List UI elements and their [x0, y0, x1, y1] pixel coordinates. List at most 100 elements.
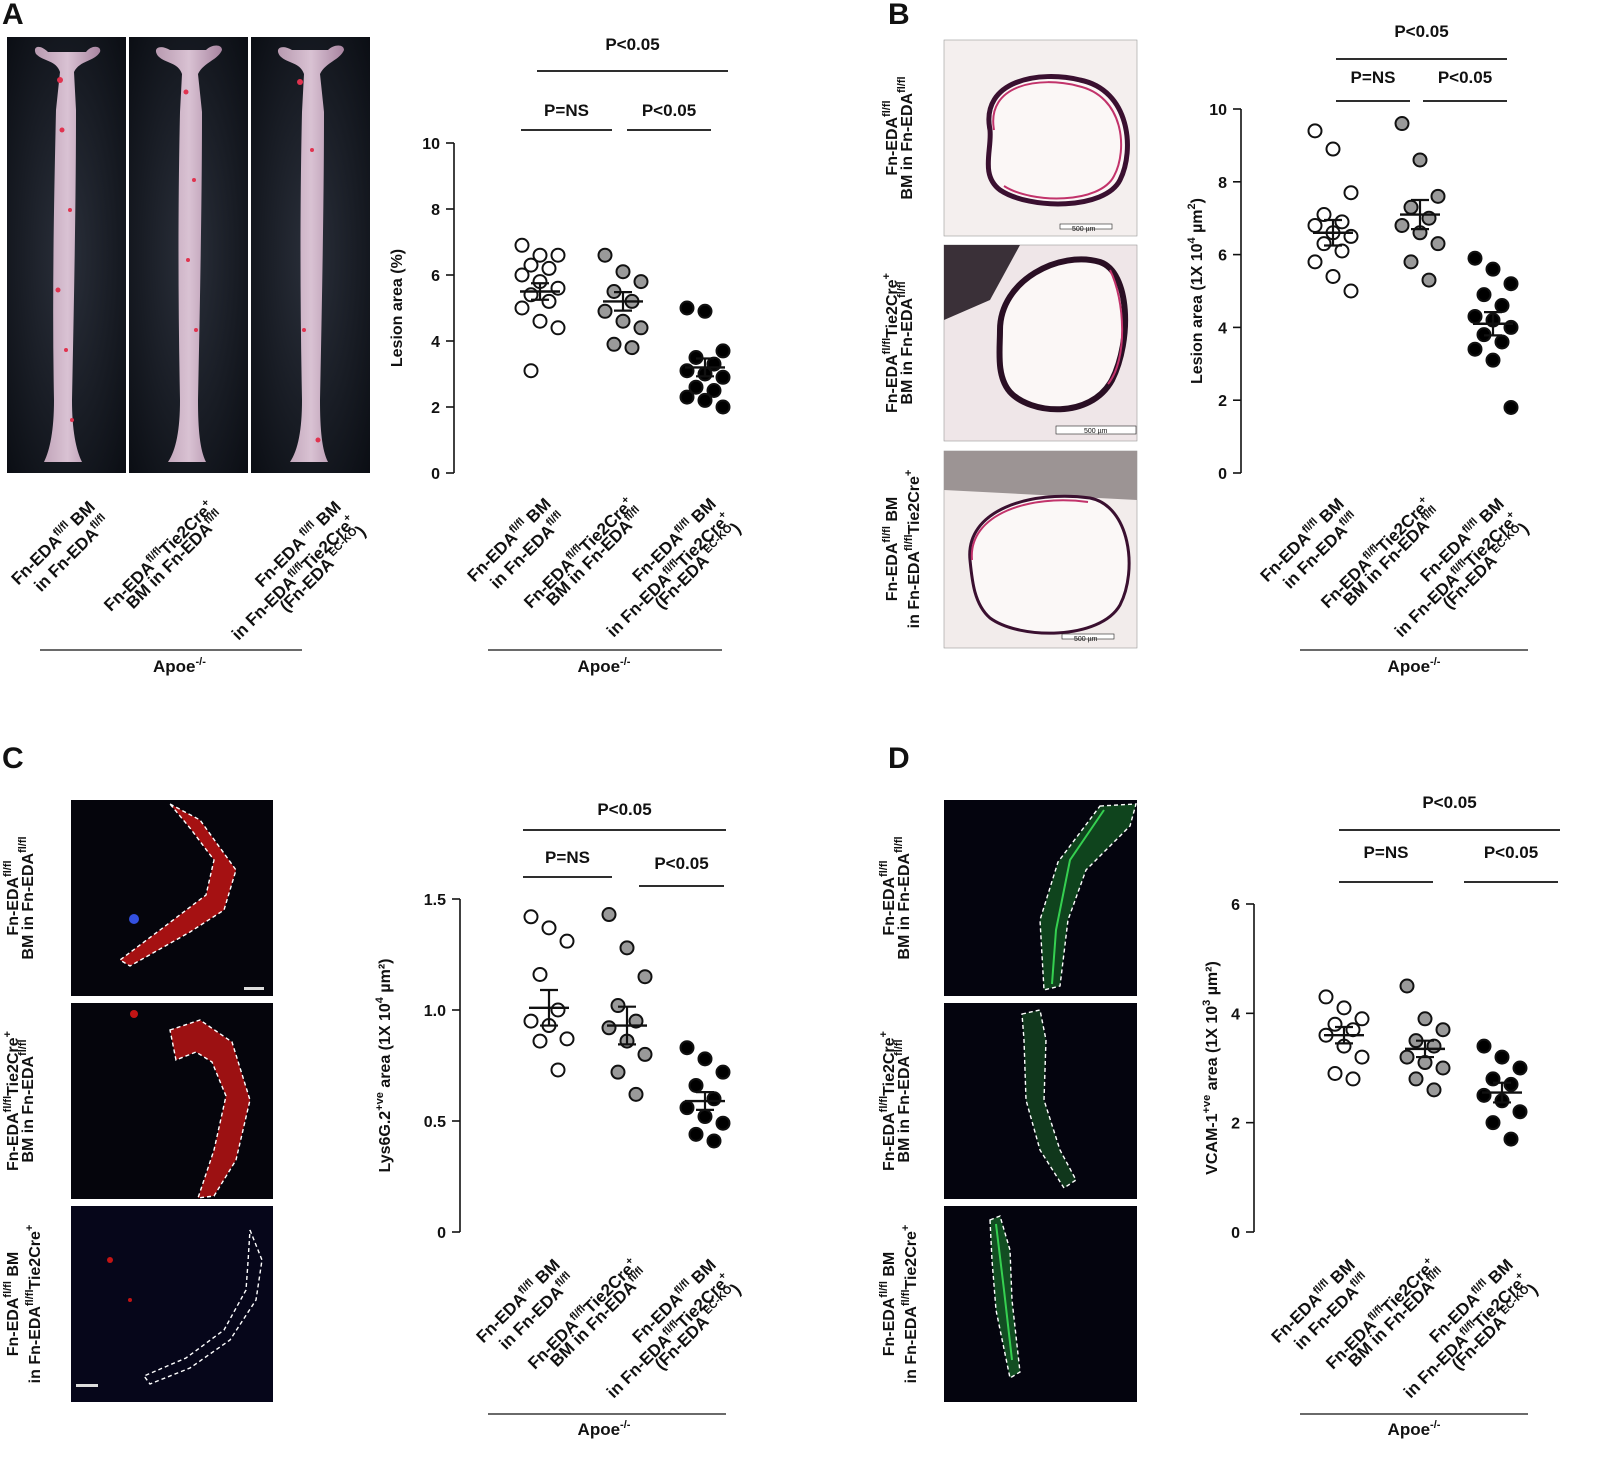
chart-c-point-g3-1 [681, 1041, 694, 1054]
chart-b-point-g1-5 [1336, 215, 1349, 228]
panel-d-side-label-1-text: Fn-EDAfl/fl BM in Fn-EDAfl/fl [878, 836, 913, 959]
panel-b-side-label-2-text: Fn-EDAfl/flTie2Cre+BM in Fn-EDAfl/fl [881, 273, 916, 413]
aorta-image-1 [7, 37, 126, 473]
panel-c-side-label-2-text: Fn-EDAfl/flTie2Cre+BM in Fn-EDAfl/fl [2, 1031, 37, 1171]
chart-a-point-g2-9 [608, 338, 621, 351]
chart-panel-b: 0246810Lesion area (1X 104 µm2)P<0.05P=N… [1186, 22, 1533, 676]
chart-a-point-g1-3 [552, 249, 565, 262]
panel-a-image-labels: Fn-EDAfl/fl BMin Fn-EDAfl/flFn-EDAfl/flT… [7, 497, 370, 654]
vcam-image-1 [944, 800, 1137, 996]
panel-c-side-label-3: Fn-EDAfl/fl BMin Fn-EDAfl/flTie2Cre+ [2, 1225, 44, 1384]
panel-b-side-label-2: Fn-EDAfl/flTie2Cre+BM in Fn-EDAfl/fl [881, 273, 916, 413]
chart-b-point-g3-4 [1478, 288, 1491, 301]
chart-d-y-tick-label-2: 4 [1231, 1006, 1240, 1023]
chart-c-y-tick-label-1: 0.5 [424, 1114, 446, 1131]
chart-a-point-g1-10 [543, 295, 556, 308]
chart-c-point-g3-5 [708, 1092, 721, 1105]
chart-d-point-g2-10 [1428, 1083, 1441, 1096]
chart-c-point-g2-4 [612, 999, 625, 1012]
chart-c-sig-label-2: P=NS [545, 848, 590, 867]
chart-d-point-g1-10 [1347, 1072, 1360, 1085]
chart-b-point-g3-2 [1487, 263, 1500, 276]
panel-letter-d: D [888, 742, 910, 775]
chart-b-y-tick-label-4: 8 [1218, 175, 1227, 192]
chart-c-point-g3-4 [690, 1079, 703, 1092]
chart-panel-d: 0 2 4 6 VCAM-1+ve area (1X 103 µm²) P<0.05 P=N… [1201, 793, 1560, 1439]
panel-letter-b: B [888, 0, 910, 31]
chart-d-point-g1-1 [1320, 990, 1333, 1003]
chart-a-point-g3-13 [717, 401, 730, 414]
panel-c-side-label-1: Fn-EDAfl/fl BM in Fn-EDAfl/fl [2, 836, 37, 959]
chart-c-point-g3-7 [699, 1110, 712, 1123]
chart-a-point-g1-5 [543, 262, 556, 275]
chart-a-y-tick-label-3: 6 [431, 268, 440, 285]
panel-b-side-labels: Fn-EDAfl/fl BM in Fn-EDAfl/fl Fn-EDAfl/flT… [881, 76, 923, 628]
chart-b-point-g3-6 [1469, 310, 1482, 323]
chart-c-point-g2-3 [639, 970, 652, 983]
chart-b-y-tick-label-1: 2 [1218, 393, 1227, 410]
chart-a-point-g3-6 [681, 364, 694, 377]
chart-b-y-axis-label: Lesion area (1X 104 µm2) [1186, 198, 1206, 384]
lys6g-image-2 [71, 1003, 273, 1199]
chart-c-y-tick-label-2: 1.0 [424, 1003, 446, 1020]
chart-c-point-g2-6 [603, 1021, 616, 1034]
aorta-image-2 [129, 37, 248, 473]
chart-b-point-g2-9 [1405, 255, 1418, 268]
panel-d-side-labels: Fn-EDAfl/fl BM in Fn-EDAfl/fl Fn-EDAfl/flT… [878, 836, 920, 1383]
panel-a-images-group-label: Apoe-/- [153, 656, 206, 676]
chart-d-point-g2-8 [1437, 1062, 1450, 1075]
chart-a-y-tick-label-5: 10 [422, 136, 440, 153]
chart-d-point-g2-1 [1401, 980, 1414, 993]
chart-b-point-g2-3 [1432, 190, 1445, 203]
panel-d-if-images [944, 800, 1137, 1402]
chart-c-point-g1-4 [534, 968, 547, 981]
chart-c-point-g3-6 [681, 1101, 694, 1114]
panel-c-side-label-3-text: Fn-EDAfl/fl BMin Fn-EDAfl/flTie2Cre+ [2, 1225, 44, 1384]
chart-b-point-g2-1 [1396, 117, 1409, 130]
chart-d-sig-label-2: P=NS [1364, 843, 1409, 862]
panel-d-side-label-3: Fn-EDAfl/fl BMin Fn-EDAfl/flTie2Cre+ [878, 1225, 920, 1384]
vcam-image-2 [944, 1003, 1137, 1199]
lys6g-image-1 [71, 800, 273, 996]
panel-d-side-label-2-text: Fn-EDAfl/flTie2Cre+BM in Fn-EDAfl/fl [878, 1031, 913, 1171]
chart-a-point-g1-12 [534, 315, 547, 328]
chart-b-point-g2-8 [1432, 237, 1445, 250]
panel-letter-c: C [2, 742, 24, 775]
scale-bar-label-3: 500 µm [1074, 636, 1098, 643]
chart-c-point-g1-10 [552, 1063, 565, 1076]
chart-d-point-g1-2 [1338, 1001, 1351, 1014]
chart-b-point-g1-3 [1345, 186, 1358, 199]
panel-b-side-label-1-text: Fn-EDAfl/fl BM in Fn-EDAfl/fl [881, 76, 916, 199]
chart-c-point-g3-10 [708, 1134, 721, 1147]
chart-c-point-g1-1 [525, 910, 538, 923]
panel-c-side-label-2: Fn-EDAfl/flTie2Cre+BM in Fn-EDAfl/fl [2, 1031, 37, 1171]
chart-b-y-tick-label-5: 10 [1209, 102, 1227, 119]
chart-a-point-g2-3 [635, 275, 648, 288]
chart-d-point-g1-4 [1329, 1018, 1342, 1031]
chart-b-point-g1-2 [1327, 143, 1340, 156]
chart-a-point-g2-8 [635, 321, 648, 334]
chart-d-point-g3-3 [1514, 1062, 1527, 1075]
chart-b-sig-label-1: P<0.05 [1394, 22, 1448, 41]
chart-d-sig-label-1: P<0.05 [1422, 793, 1476, 812]
he-section-image-3: 500 µm [944, 451, 1137, 648]
chart-c-point-g3-9 [690, 1128, 703, 1141]
chart-c-point-g1-5 [552, 1004, 565, 1017]
chart-b-group-label: Apoe-/- [1388, 656, 1441, 676]
chart-c-point-g3-8 [717, 1117, 730, 1130]
chart-b-y-tick-label-0: 0 [1218, 466, 1227, 483]
chart-panel-c: 00.51.01.5Lys6G.2+ve area (1X 104 µm²)P<… [374, 800, 745, 1439]
chart-a-point-g1-8 [552, 282, 565, 295]
chart-c-point-g2-10 [630, 1088, 643, 1101]
chart-a-y-tick-label-2: 4 [431, 334, 440, 351]
chart-c-point-g3-2 [699, 1052, 712, 1065]
chart-a-point-g3-2 [699, 305, 712, 318]
chart-d-point-g1-8 [1356, 1051, 1369, 1064]
chart-c-sig-label-3: P<0.05 [654, 854, 708, 873]
chart-d-point-g2-6 [1401, 1051, 1414, 1064]
chart-b-point-g3-5 [1496, 299, 1509, 312]
chart-c-point-g1-9 [534, 1035, 547, 1048]
chart-d-y-tick-label-3: 6 [1231, 897, 1240, 914]
chart-c-point-g1-3 [561, 935, 574, 948]
